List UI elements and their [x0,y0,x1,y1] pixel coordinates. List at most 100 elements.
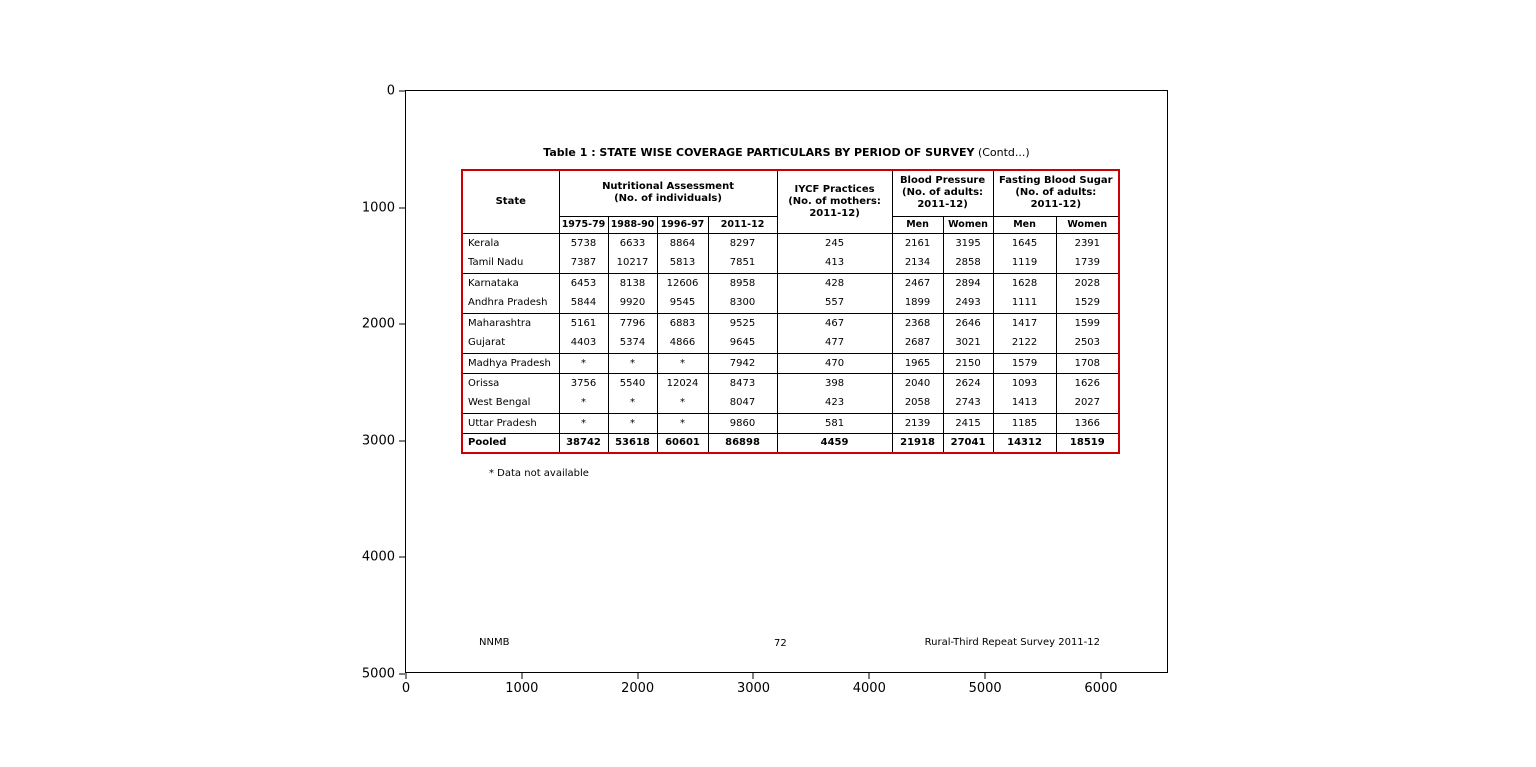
row-value-cell: 8297 [707,233,778,253]
col-header-fbs-women: Women [1055,216,1120,234]
y-tick-mark [399,673,405,675]
row-value-cell: 10217 [607,253,657,273]
row-state-label: Gujarat [468,337,506,349]
row-state-label: Kerala [468,237,500,249]
row-state-label: Karnataka [462,272,559,293]
row-value-cell: 7796 [607,312,657,333]
row-value-cell: * [607,412,657,433]
col-header-bp-men: Men [891,216,944,234]
header-line: IYCF Practices [794,183,875,195]
table-row: Orissa 3756 5540 12024 8473 398 2040 2624 1093 16… [462,372,1120,393]
table-row: West Bengal * * * 8047 423 2058 2743 1413 2027 [462,393,1120,413]
page-title-main: Table 1 : STATE WISE COVERAGE PARTICULAR… [543,146,975,159]
row-value-cell: 413 [776,253,893,273]
row-value-cell: 557 [776,293,893,313]
row-value-cell: 2858 [942,253,994,273]
row-value-cell: 1626 [1055,372,1120,393]
row-value-cell: 467 [776,312,893,333]
row-value-cell: 2027 [1055,393,1120,413]
row-value-cell: 5813 [656,253,708,273]
row-value-cell: 4403 [558,333,608,353]
row-value-cell: 428 [776,272,893,293]
table-row: Pooled 38742 53618 60601 86898 4459 21918 27041… [462,432,1120,453]
coverage-table: State Nutritional Assessment (No. of ind… [461,169,1121,454]
y-tick-mark [399,323,405,325]
row-value-cell: 2161 [891,233,944,253]
y-tick-mark [399,556,405,558]
row-value-cell: 3021 [942,333,994,353]
x-tick-label: 0 [401,681,411,696]
row-value-cell: * [558,393,608,413]
row-value-cell: 2058 [891,393,944,413]
row-value-cell: 2150 [942,352,994,373]
row-value-cell: 9920 [607,293,657,313]
row-value-cell: * [607,352,657,373]
row-value-cell: * [607,393,657,413]
axes-frame: 0 1000 2000 3000 4000 5000 0 1000 2000 3000 4000 5… [362,85,1168,695]
col-header-fasting-blood-sugar: Fasting Blood Sugar (No. of adults: 2011… [992,170,1120,217]
col-header-2011-12: 2011-12 [707,216,778,234]
row-value-cell: 1645 [992,233,1057,253]
row-value-cell: 12024 [656,372,708,393]
row-value-cell: 2493 [942,293,994,313]
page-title-suffix: (Contd...) [974,146,1030,159]
x-tick-mark [521,673,523,679]
row-state-label: West Bengal [468,397,531,409]
table-body: Kerala 5738 6633 8864 8297 245 2161 3195 1645 239… [462,233,1120,453]
row-state-label: Tamil Nadu [468,257,524,269]
row-value-cell: 5540 [607,372,657,393]
row-value-cell: 7387 [558,253,608,273]
x-tick-label: 3000 [736,681,771,696]
row-value-cell: 9545 [656,293,708,313]
row-value-cell: 2139 [891,412,944,433]
row-value-cell: 2503 [1055,333,1120,353]
row-value-cell: 21918 [891,432,944,453]
x-tick-mark [868,673,870,679]
page-title: Table 1 : STATE WISE COVERAGE PARTICULAR… [406,146,1167,159]
row-value-cell: 581 [776,412,893,433]
row-state-label: Orissa [462,372,559,393]
row-value-cell: * [656,352,708,373]
row-value-cell: 5161 [558,312,608,333]
table-row: Maharashtra 5161 7796 6883 9525 467 2368 2646 14… [462,312,1120,333]
row-value-cell: 12606 [656,272,708,293]
x-tick-mark [1100,673,1102,679]
row-value-cell: 398 [776,372,893,393]
header-line: Fasting Blood Sugar [999,175,1113,187]
y-tick-label: 2000 [361,316,395,332]
row-value-cell: 18519 [1055,432,1120,453]
row-value-cell: 7942 [707,352,778,373]
table-row: Uttar Pradesh * * * 9860 581 2139 2415 1185 1366 [462,412,1120,433]
footer-survey-label: Rural-Third Repeat Survey 2011-12 [924,637,1100,648]
row-state-label: Uttar Pradesh [462,412,559,433]
row-value-cell: 2687 [891,333,944,353]
row-value-cell: 1739 [1055,253,1120,273]
row-value-cell: 38742 [558,432,608,453]
row-value-cell: 3195 [942,233,994,253]
header-line: (No. of adults: [902,187,984,199]
row-value-cell: 9645 [707,333,778,353]
row-value-cell: * [558,352,608,373]
row-value-cell: 1366 [1055,412,1120,433]
y-tick-label: 0 [386,83,395,99]
header-line: Blood Pressure [899,175,986,187]
x-tick-label: 4000 [852,681,886,696]
col-header-nutritional-assessment: Nutritional Assessment (No. of individua… [558,170,778,217]
row-value-cell: 8958 [707,272,778,293]
row-value-cell: 5738 [558,233,608,253]
row-value-cell: 8300 [707,293,778,313]
y-tick-mark [399,90,405,92]
table-row: Tamil Nadu 7387 10217 5813 7851 413 2134 2858 11… [462,253,1120,273]
table-row: Andhra Pradesh 5844 9920 9545 8300 557 1899 249… [462,293,1120,313]
row-value-cell: 1579 [992,352,1057,373]
row-value-cell: 2028 [1055,272,1120,293]
row-value-cell: * [558,412,608,433]
row-value-cell: 5844 [558,293,608,313]
col-header-bp-women: Women [942,216,994,234]
row-value-cell: 6453 [558,272,608,293]
x-tick-label: 2000 [621,681,655,696]
row-value-cell: 6633 [607,233,657,253]
row-value-cell: 8138 [607,272,657,293]
row-value-cell: 27041 [942,432,994,453]
